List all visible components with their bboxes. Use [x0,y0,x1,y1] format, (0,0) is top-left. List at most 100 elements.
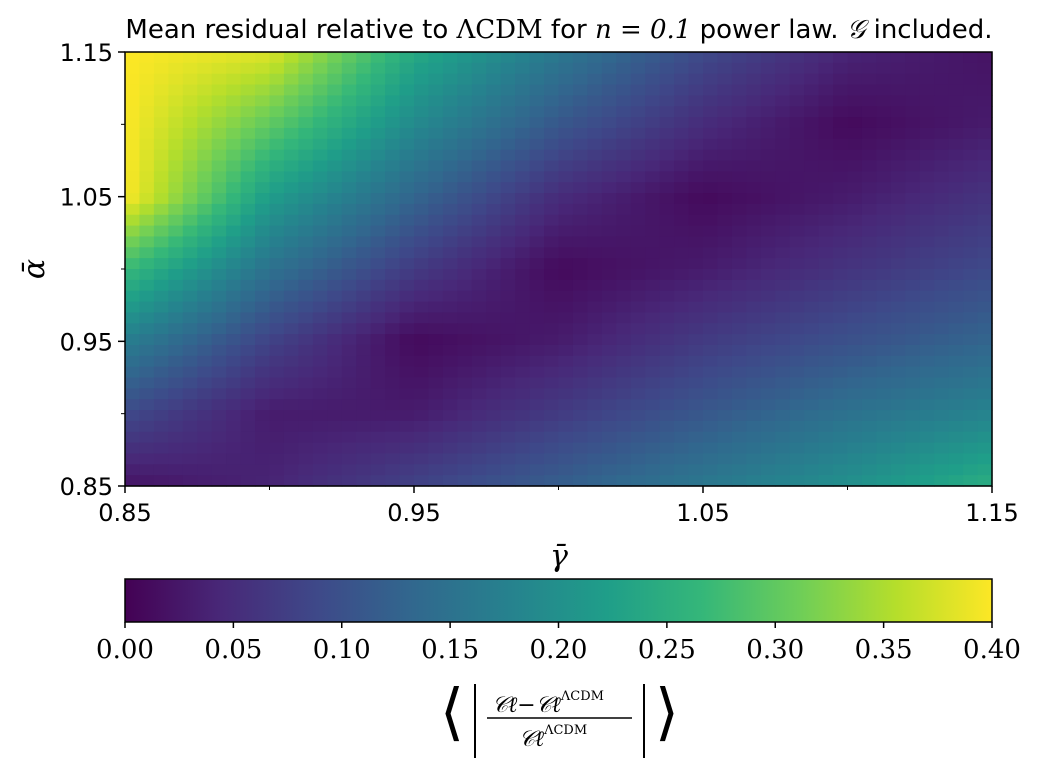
heatmap-cell [226,312,242,324]
heatmap-cell [327,95,343,107]
heatmap-cell [486,269,502,281]
heatmap-cell [486,301,502,313]
heatmap-cell [399,193,415,205]
heatmap-cell [977,399,993,411]
heatmap-cell [760,355,776,368]
heatmap-cell [153,388,169,400]
heatmap-cell [515,62,531,75]
heatmap-cell [948,431,964,444]
heatmap-cell [370,442,386,455]
heatmap-cell [269,106,285,118]
heatmap-cell [760,117,776,129]
heatmap-cell [674,73,690,86]
heatmap-cell [775,225,791,238]
heatmap-cell [442,431,458,444]
heatmap-cell [442,214,458,227]
heatmap-cell [486,193,502,205]
heatmap-cell [125,377,141,389]
heatmap-cell [760,236,776,248]
colorbar-label-left-angle: ⟨ [440,675,464,748]
heatmap-cell [471,214,487,227]
heatmap-cell [356,377,372,389]
heatmap-cell [356,214,372,227]
heatmap-cell [688,203,704,216]
heatmap-cell [457,193,473,205]
heatmap-cell [182,269,198,281]
heatmap-cell [963,236,979,248]
heatmap-cell [630,377,646,389]
heatmap-cell [486,236,502,248]
heatmap-cell [399,388,415,400]
heatmap-cell [934,160,950,172]
heatmap-cell [486,127,502,140]
heatmap-cell [341,431,357,444]
heatmap-cell [385,355,401,368]
heatmap-cell [963,193,979,205]
heatmap-cell [645,160,661,172]
heatmap-cell [948,475,964,487]
heatmap-cell [703,182,719,194]
heatmap-cell [457,410,473,422]
heatmap-cell [645,73,661,86]
heatmap-cell [298,149,314,162]
heatmap-cell [226,290,242,303]
heatmap-cell [963,301,979,313]
heatmap-cell [572,312,588,324]
heatmap-cell [833,171,849,183]
heatmap-cell [717,127,733,140]
heatmap-cell [356,312,372,324]
heatmap-cell [601,258,617,270]
x-tick-label: 0.85 [98,499,151,527]
heatmap-cell [385,399,401,411]
heatmap-cell [211,117,227,129]
heatmap-cell [919,203,935,216]
heatmap-cell [775,127,791,140]
heatmap-cell [601,420,617,433]
heatmap-cell [818,366,834,379]
heatmap-cell [919,420,935,433]
heatmap-cell [500,301,516,313]
heatmap-cell [428,377,444,389]
heatmap-cell [905,475,921,487]
heatmap-cell [818,182,834,194]
heatmap-cell [197,269,213,281]
heatmap-cell [298,138,314,151]
heatmap-cell [587,355,603,368]
heatmap-cell [399,149,415,162]
heatmap-cell [356,323,372,335]
heatmap-cell [760,160,776,172]
heatmap-cell [457,366,473,379]
heatmap-cell [818,127,834,140]
heatmap-cell [341,464,357,476]
heatmap-cell [688,106,704,118]
heatmap-cell [587,117,603,129]
heatmap-cell [385,377,401,389]
heatmap-cell [572,301,588,313]
heatmap-cell [370,117,386,129]
heatmap-cell [717,225,733,238]
heatmap-cell [674,399,690,411]
heatmap-cell [356,117,372,129]
heatmap-cell [659,258,675,270]
heatmap-cell [674,247,690,259]
heatmap-cell [703,247,719,259]
heatmap-cell [341,366,357,379]
heatmap-cell [240,279,256,292]
heatmap-cell [890,410,906,422]
heatmap-cell [919,247,935,259]
heatmap-cell [385,171,401,183]
heatmap-cell [645,431,661,444]
heatmap-cell [717,193,733,205]
heatmap-cell [674,279,690,292]
heatmap-cell [500,171,516,183]
heatmap-cell [833,247,849,259]
heatmap-cell [775,344,791,357]
heatmap-cell [168,117,184,129]
heatmap-cell [168,290,184,303]
heatmap-cell [226,236,242,248]
heatmap-cell [255,431,271,444]
heatmap-cell [572,334,588,346]
heatmap-cell [572,117,588,129]
heatmap-cell [717,171,733,183]
heatmap-cell [789,84,805,96]
